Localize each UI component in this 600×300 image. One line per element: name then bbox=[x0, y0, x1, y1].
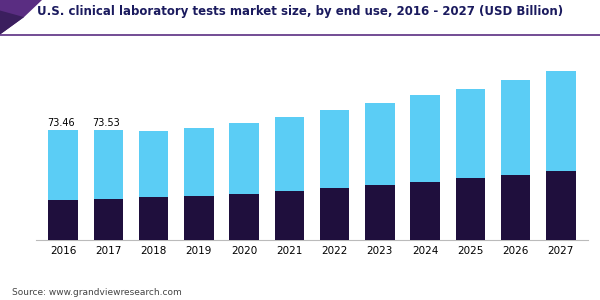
Bar bbox=[365, 103, 395, 184]
Bar bbox=[546, 171, 575, 240]
Bar bbox=[455, 88, 485, 178]
Bar bbox=[320, 188, 349, 240]
Bar bbox=[229, 194, 259, 240]
Bar bbox=[546, 70, 575, 171]
Bar bbox=[455, 178, 485, 240]
Bar bbox=[320, 110, 349, 188]
Bar bbox=[49, 200, 78, 240]
Bar bbox=[410, 182, 440, 240]
Bar bbox=[94, 130, 123, 199]
Bar bbox=[139, 130, 169, 197]
Text: 73.53: 73.53 bbox=[92, 118, 120, 128]
Bar bbox=[49, 130, 78, 200]
Bar bbox=[184, 128, 214, 196]
Bar bbox=[139, 197, 169, 240]
Text: U.S. clinical laboratory tests market size, by end use, 2016 - 2027 (USD Billion: U.S. clinical laboratory tests market si… bbox=[37, 5, 563, 19]
Bar bbox=[501, 175, 530, 240]
Bar bbox=[229, 123, 259, 194]
Bar bbox=[275, 117, 304, 190]
Bar bbox=[94, 199, 123, 240]
Bar bbox=[410, 95, 440, 182]
Text: Source: www.grandviewresearch.com: Source: www.grandviewresearch.com bbox=[12, 288, 182, 297]
Bar bbox=[501, 80, 530, 175]
Bar bbox=[184, 196, 214, 240]
Bar bbox=[365, 184, 395, 240]
Bar bbox=[275, 190, 304, 240]
Text: 73.46: 73.46 bbox=[47, 118, 74, 128]
